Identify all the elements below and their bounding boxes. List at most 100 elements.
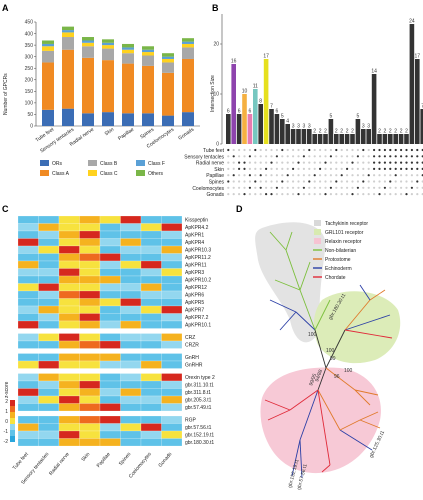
bar-segment — [102, 45, 114, 49]
matrix-dot — [367, 155, 370, 158]
tree-branch — [354, 389, 371, 406]
heatmap-cell — [17, 438, 39, 447]
bar-segment — [122, 63, 134, 114]
tree-branch — [317, 389, 341, 431]
legend-label: Class F — [148, 161, 165, 167]
matrix-dot — [308, 180, 311, 183]
row-label: gbr.57.49.t1 — [185, 405, 212, 411]
y-tick-label: 100 — [25, 101, 34, 107]
heatmap-cell — [161, 305, 183, 314]
heatmap-cell — [58, 283, 80, 292]
y-axis-title: Number of GPCRs — [3, 73, 9, 115]
matrix-dot — [416, 161, 419, 164]
matrix-dot — [416, 193, 419, 196]
bar-segment — [182, 47, 194, 59]
heatmap-cell — [38, 260, 60, 269]
heatmap-cell — [120, 223, 142, 232]
matrix-dot — [383, 174, 386, 177]
heatmap-cell — [140, 245, 162, 254]
support-value: 96 — [334, 374, 340, 380]
matrix-dot — [248, 174, 251, 177]
heatmap-cell — [140, 320, 162, 329]
heatmap-cell — [38, 430, 60, 439]
heatmap-cell — [140, 223, 162, 232]
heatmap-cell — [38, 298, 60, 307]
matrix-dot — [265, 193, 268, 196]
matrix-dot — [416, 186, 419, 189]
heatmap-cell — [38, 223, 60, 232]
legend-swatch — [314, 229, 321, 235]
matrix-dot — [383, 161, 386, 164]
intersection-bar — [334, 134, 339, 144]
bar-value-label: 24 — [409, 19, 415, 25]
matrix-dot — [356, 167, 359, 170]
heatmap-cell — [99, 373, 121, 382]
matrix-dot — [340, 161, 343, 164]
matrix-dot — [378, 148, 381, 152]
set-label: Papillae — [206, 173, 224, 179]
bar-value-label: 3 — [292, 124, 295, 130]
heatmap-cell — [58, 313, 80, 322]
matrix-dot — [324, 186, 327, 189]
matrix-dot — [275, 161, 278, 164]
bar-segment — [42, 62, 54, 110]
matrix-dot — [275, 174, 278, 177]
bar-segment — [102, 39, 114, 43]
heatmap-cell — [161, 223, 183, 232]
matrix-dot — [340, 186, 343, 189]
matrix-dot — [351, 174, 354, 177]
matrix-dot — [329, 193, 332, 196]
heatmap-cell — [79, 438, 101, 447]
heatmap-cell — [120, 415, 142, 424]
matrix-dot — [248, 186, 251, 189]
heatmap-cell — [99, 283, 121, 292]
row-label: RGP — [185, 418, 197, 424]
intersection-bar — [231, 64, 236, 144]
matrix-dot — [227, 155, 230, 158]
scale-swatch — [10, 412, 15, 418]
y-tick-label: 10 — [213, 92, 219, 98]
tree-branch — [314, 329, 327, 369]
heatmap-cell — [38, 423, 60, 432]
heatmap-cell — [79, 333, 101, 342]
matrix-dot — [308, 186, 311, 189]
matrix-dot — [394, 193, 397, 196]
matrix-dot — [227, 193, 230, 196]
y-tick-label: 150 — [25, 89, 34, 95]
heatmap-cell — [120, 430, 142, 439]
tree-branch — [354, 389, 379, 396]
heatmap-cell — [38, 268, 60, 277]
matrix-dot — [340, 174, 343, 177]
matrix-dot — [340, 180, 343, 183]
scale-swatch — [10, 418, 15, 424]
intersection-bar — [339, 134, 344, 144]
matrix-dot — [227, 167, 230, 170]
matrix-dot — [335, 155, 338, 158]
bar-value-label: 2 — [394, 129, 397, 135]
scale-tick: 0 — [5, 419, 8, 425]
matrix-dot — [324, 155, 327, 158]
matrix-dot — [383, 155, 386, 158]
bar-segment — [62, 26, 74, 31]
heatmap-cell — [58, 438, 80, 447]
legend-swatch — [136, 160, 145, 166]
heatmap-cell — [161, 290, 183, 299]
heatmap-cell — [161, 373, 183, 382]
bar-value-label: 2 — [313, 129, 316, 135]
tree-branch — [369, 289, 386, 301]
bar-segment — [82, 113, 94, 126]
heatmap-cell — [161, 230, 183, 239]
heatmap-cell — [38, 245, 60, 254]
matrix-dot — [394, 148, 397, 152]
matrix-dot — [248, 180, 251, 183]
matrix-dot — [265, 174, 268, 177]
intersection-bar — [269, 109, 274, 144]
x-tick-label: Gonads — [177, 126, 195, 141]
heatmap-cell — [79, 380, 101, 389]
matrix-dot — [410, 167, 413, 170]
heatmap-cell — [58, 320, 80, 329]
matrix-dot — [329, 174, 332, 177]
heatmap-cell — [161, 438, 183, 447]
heatmap-cell — [38, 340, 60, 349]
